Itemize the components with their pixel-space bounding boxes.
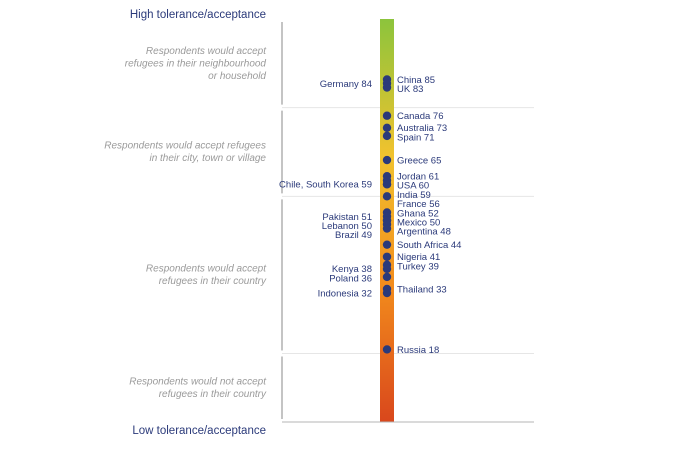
band-description: refugees in their country xyxy=(159,389,267,400)
data-label: Pakistan 51 xyxy=(322,212,372,223)
data-label: Turkey 39 xyxy=(397,261,439,272)
band-description: Respondents would accept refugees xyxy=(104,141,266,152)
data-label: Australia 73 xyxy=(397,123,447,134)
data-label: Ghana 52 xyxy=(397,208,439,219)
data-label: Poland 36 xyxy=(329,273,372,284)
band-description: Respondents would accept xyxy=(146,46,267,57)
data-point xyxy=(382,288,392,298)
band-description: or household xyxy=(208,71,266,82)
band-description: Respondents would accept xyxy=(146,264,267,275)
data-label: Russia 18 xyxy=(397,345,439,356)
data-label: USA 60 xyxy=(397,181,429,192)
data-label: India 59 xyxy=(397,190,431,201)
data-point xyxy=(382,83,392,92)
data-point xyxy=(382,180,392,189)
data-point xyxy=(382,123,392,133)
data-point xyxy=(382,192,392,201)
band-description: refugees in their country xyxy=(159,276,267,287)
bottom-label: Low tolerance/acceptance xyxy=(132,425,266,437)
data-label: Lebanon 50 xyxy=(322,221,372,232)
band-description: Respondents would not accept xyxy=(129,376,267,387)
data-label: Greece 65 xyxy=(397,155,441,166)
data-label: France 56 xyxy=(397,199,440,210)
data-label: Kenya 38 xyxy=(332,264,372,275)
data-label: Thailand 33 xyxy=(397,284,447,295)
data-label: Spain 71 xyxy=(397,132,435,143)
band-description: refugees in their neighbourhood xyxy=(125,58,267,69)
data-point xyxy=(382,240,392,249)
data-label: Jordan 61 xyxy=(397,171,439,182)
data-label: Brazil 49 xyxy=(335,230,372,241)
data-label: Canada 76 xyxy=(397,111,443,122)
top-label: High tolerance/acceptance xyxy=(130,9,266,21)
data-point xyxy=(382,131,392,141)
data-label: UK 83 xyxy=(397,84,423,95)
data-label: Germany 84 xyxy=(320,79,372,90)
data-label: South Africa 44 xyxy=(397,240,461,251)
data-point xyxy=(382,224,392,233)
data-label: Chile, South Korea 59 xyxy=(279,180,372,191)
data-point xyxy=(382,272,392,282)
data-point xyxy=(382,111,392,120)
data-point xyxy=(382,345,392,354)
data-point xyxy=(382,264,392,274)
data-label: China 85 xyxy=(397,75,435,86)
data-point xyxy=(382,155,392,165)
data-point xyxy=(382,252,392,261)
data-label: Nigeria 41 xyxy=(397,252,440,263)
data-label: Mexico 50 xyxy=(397,217,440,228)
data-label: Indonesia 32 xyxy=(318,288,372,299)
band-description: in their city, town or village xyxy=(149,153,266,164)
data-label: Argentina 48 xyxy=(397,227,451,238)
